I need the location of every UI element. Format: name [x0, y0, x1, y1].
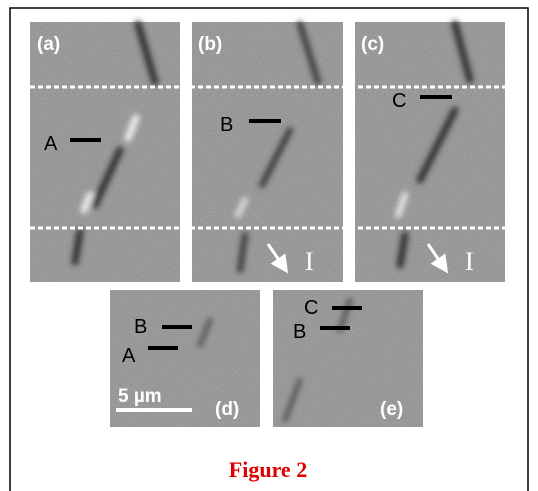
current-label: I — [305, 247, 314, 276]
caption: Figure 2 — [229, 457, 307, 482]
figure: (a) (b) (c) (d) (e) A B C B A C B 5 µm I… — [0, 0, 538, 491]
panel-label: (c) — [361, 34, 384, 55]
panel-label: (b) — [198, 34, 222, 55]
panel-label: (a) — [37, 34, 60, 55]
marker-label: A — [122, 345, 136, 367]
scale-bar-label: 5 µm — [118, 386, 162, 407]
marker-label: B — [220, 114, 233, 136]
panel-label: (e) — [380, 399, 403, 420]
image-noise — [192, 22, 343, 282]
marker-label: C — [392, 90, 406, 112]
image-noise — [355, 22, 505, 282]
marker-label: A — [44, 133, 58, 155]
micrographs — [30, 22, 505, 427]
current-label: I — [465, 247, 474, 276]
marker-label: B — [293, 321, 306, 343]
marker-label: B — [134, 316, 147, 338]
marker-label: C — [304, 297, 318, 319]
panel-label: (d) — [215, 399, 239, 420]
